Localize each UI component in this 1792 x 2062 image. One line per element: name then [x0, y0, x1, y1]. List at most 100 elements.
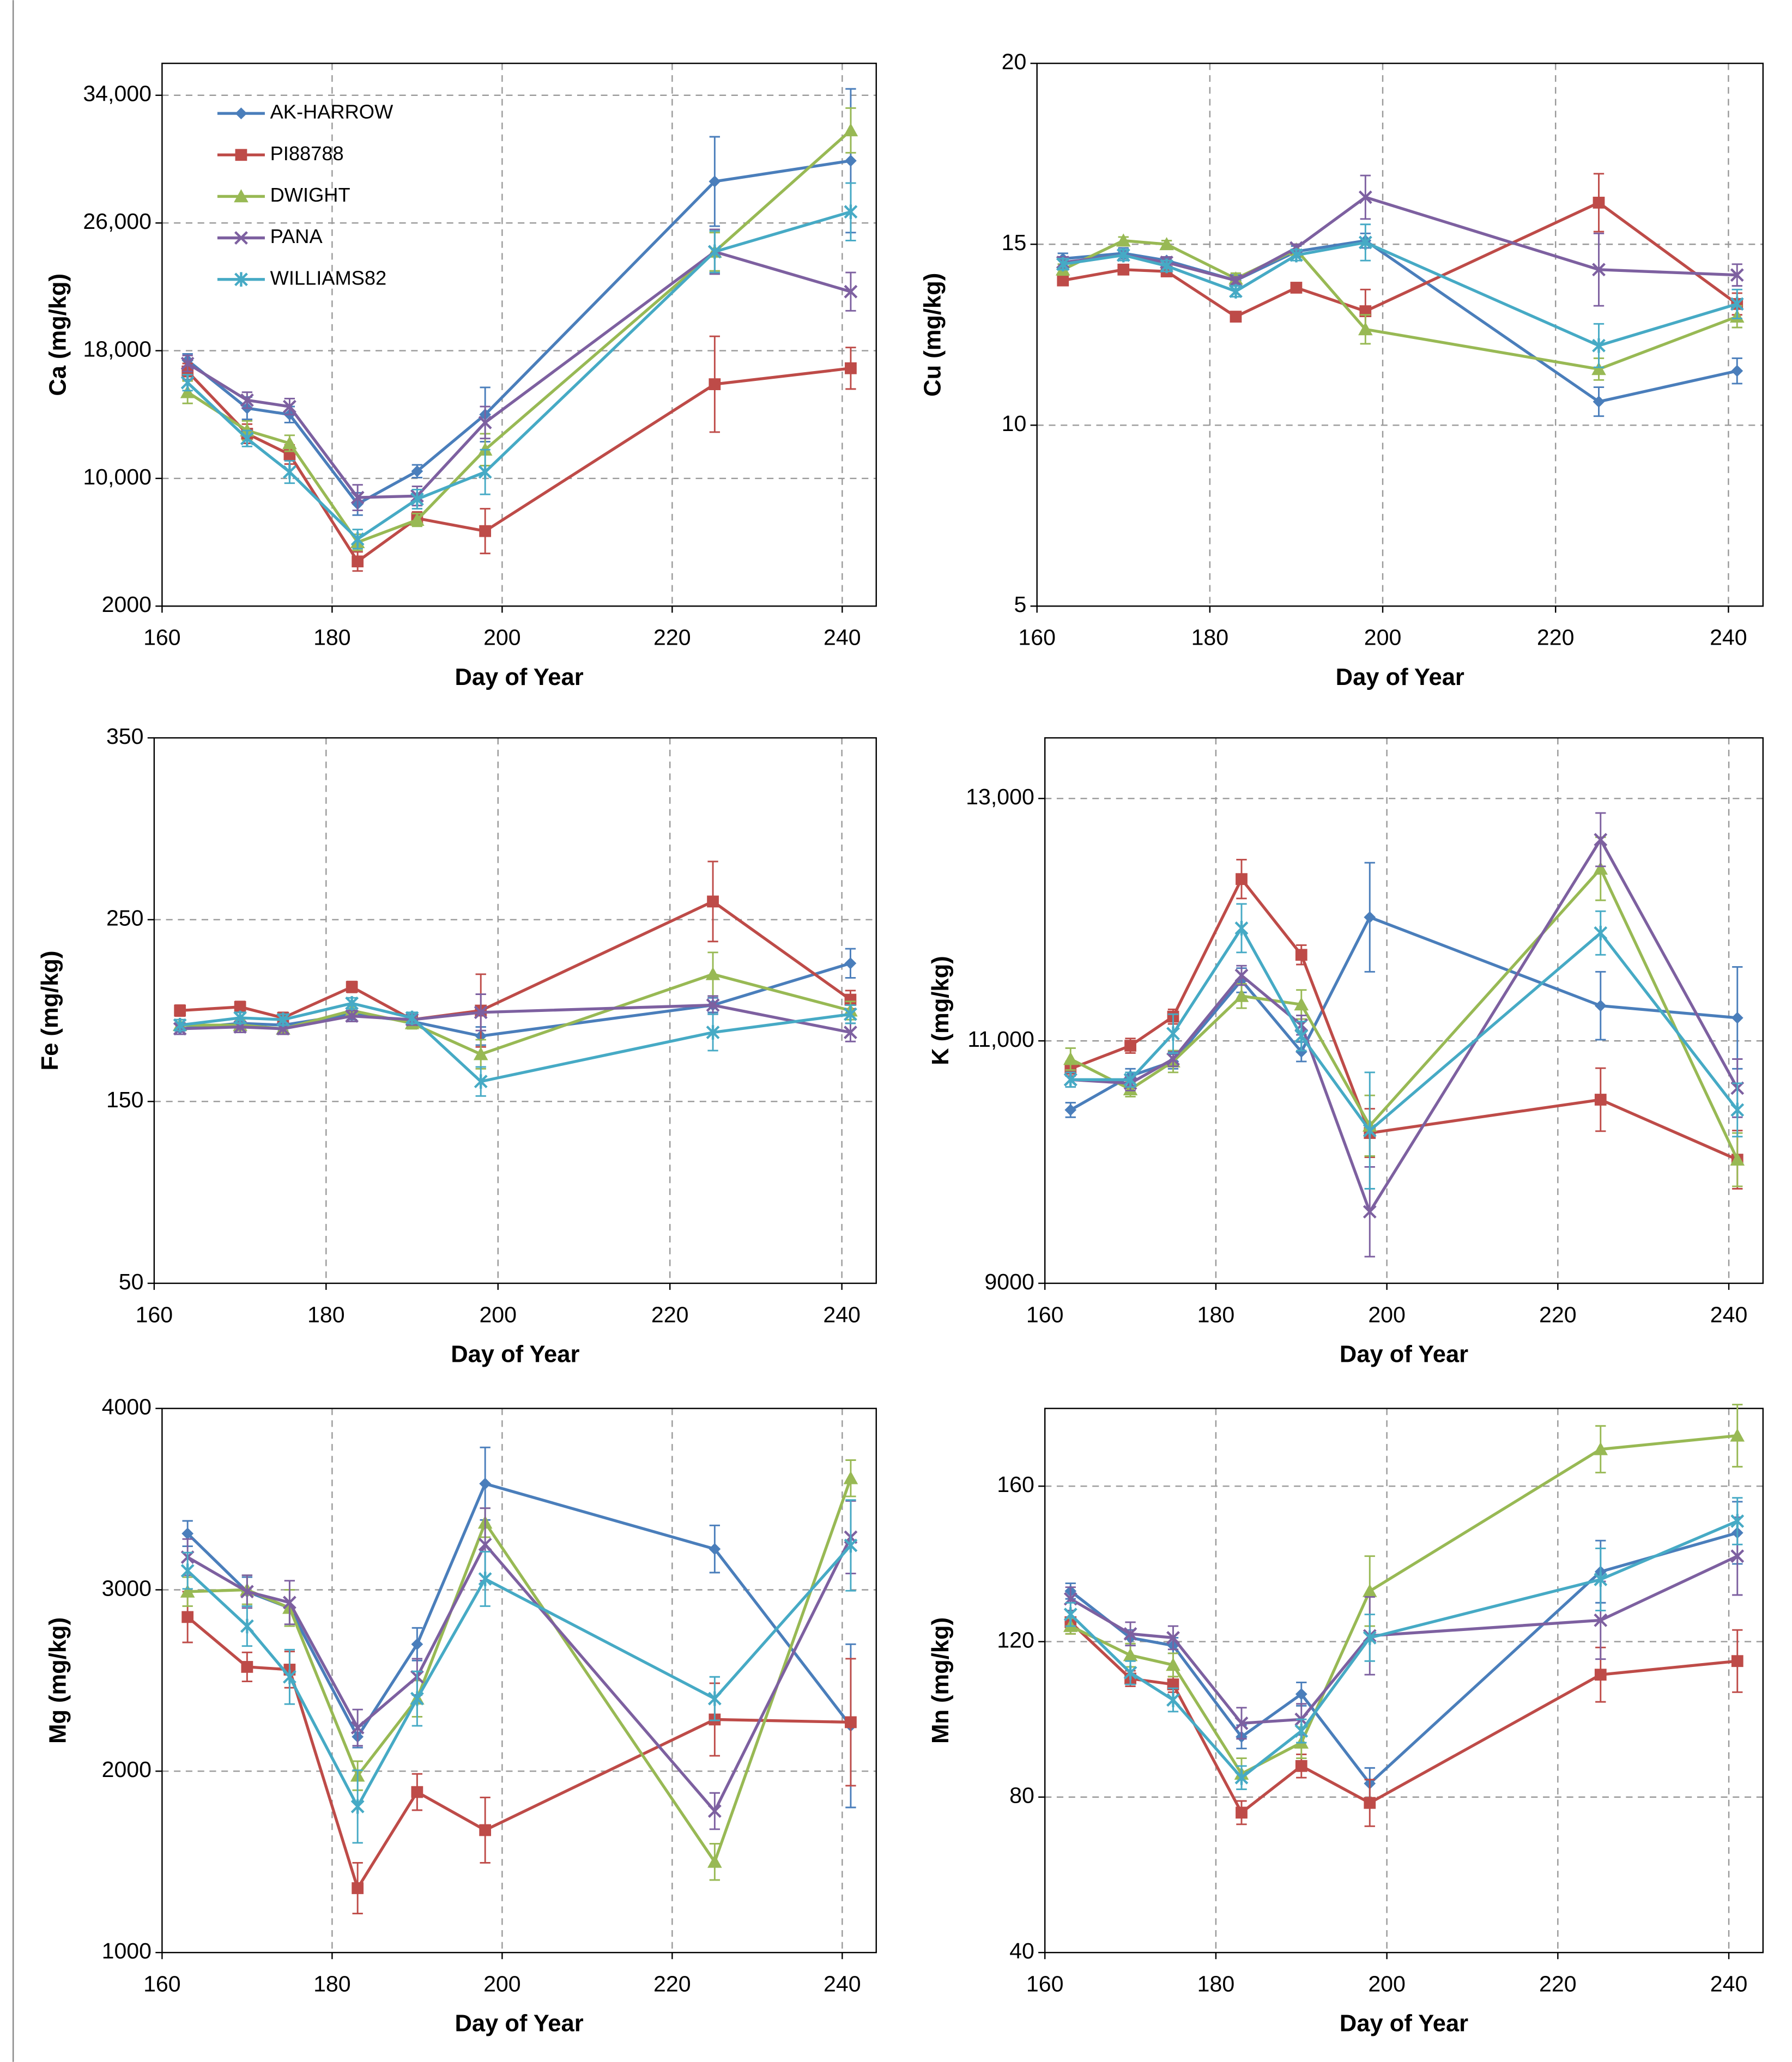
marker	[240, 1585, 254, 1599]
marker	[1234, 1770, 1249, 1785]
marker	[180, 1584, 195, 1598]
y-tick-label: 9000	[984, 1269, 1034, 1294]
y-tick-label: 160	[997, 1472, 1034, 1497]
marker	[844, 1538, 858, 1553]
y-tick-label: 10,000	[83, 464, 152, 489]
marker	[1362, 1584, 1377, 1597]
y-tick-label: 26,000	[83, 209, 152, 234]
marker	[707, 1691, 722, 1706]
y-tick-label: 50	[119, 1269, 144, 1294]
x-tick-label: 160	[143, 1971, 181, 1996]
marker	[844, 204, 858, 219]
marker	[174, 1004, 186, 1017]
legend-label: DWIGHT	[270, 184, 350, 206]
marker	[1230, 311, 1242, 323]
marker	[1593, 1442, 1608, 1455]
marker	[1593, 396, 1605, 408]
series-line	[1069, 1520, 1738, 1780]
marker	[1364, 911, 1376, 924]
marker	[1166, 1026, 1180, 1041]
marker	[1056, 257, 1070, 272]
x-tick-label: 180	[1197, 1302, 1235, 1327]
marker	[410, 1691, 424, 1706]
y-tick-label: 250	[106, 906, 144, 931]
x-tick-label: 160	[136, 1302, 173, 1327]
marker	[1234, 968, 1249, 983]
x-axis-title: Day of Year	[455, 664, 583, 690]
marker	[282, 1669, 296, 1684]
marker	[1289, 247, 1303, 263]
marker	[241, 1661, 253, 1673]
plot-frame	[161, 63, 877, 607]
x-tick-label: 200	[1368, 1302, 1406, 1327]
marker	[479, 1824, 492, 1836]
marker	[1593, 197, 1605, 209]
plot-frame	[1044, 737, 1764, 1284]
x-tick-label: 180	[307, 1302, 345, 1327]
x-tick-label: 240	[1710, 1302, 1748, 1327]
series-line	[1063, 239, 1737, 403]
marker	[173, 1017, 187, 1033]
plot-frame	[161, 1408, 877, 1954]
y-tick-label: 80	[1009, 1783, 1034, 1808]
series-line	[186, 367, 851, 564]
marker	[478, 1537, 492, 1551]
marker	[240, 431, 254, 446]
marker	[1730, 1514, 1745, 1529]
marker	[1229, 274, 1243, 288]
marker	[1594, 1572, 1608, 1587]
marker	[1160, 258, 1173, 274]
marker	[707, 1854, 722, 1868]
x-axis-title: Day of Year	[1340, 2011, 1468, 2037]
marker	[1116, 233, 1131, 247]
series-line	[1069, 1621, 1738, 1815]
marker	[345, 996, 359, 1011]
marker	[1731, 365, 1743, 377]
marker	[845, 1716, 857, 1729]
marker	[844, 993, 857, 1006]
x-tick-label: 220	[653, 625, 691, 650]
legend-label: PANA	[270, 225, 323, 247]
marker	[1730, 1428, 1745, 1442]
marker	[1363, 1205, 1377, 1219]
marker	[1594, 1613, 1608, 1627]
y-axis-title: Mg (mg/kg)	[45, 1617, 71, 1744]
marker	[709, 378, 721, 390]
series-line	[180, 900, 851, 1021]
marker	[479, 1477, 492, 1490]
marker	[709, 175, 721, 187]
marker	[235, 149, 247, 161]
marker	[1057, 274, 1069, 287]
series-line	[186, 129, 852, 544]
marker	[233, 1010, 247, 1026]
marker	[1730, 296, 1744, 312]
marker	[1358, 322, 1373, 336]
marker	[1591, 362, 1606, 375]
marker	[844, 284, 858, 299]
marker	[1117, 263, 1130, 276]
y-tick-label: 18,000	[83, 336, 152, 361]
x-axis-title: Day of Year	[455, 2011, 583, 2037]
marker	[844, 957, 857, 969]
series-line	[186, 1616, 851, 1892]
x-tick-label: 220	[1539, 1971, 1577, 1996]
marker	[1124, 1040, 1136, 1052]
marker	[350, 531, 365, 547]
y-axis-title: Mn (mg/kg)	[928, 1617, 954, 1744]
plot-frame	[1036, 63, 1764, 607]
marker	[478, 415, 492, 429]
y-tick-label: 15	[1002, 230, 1027, 255]
marker	[1731, 1011, 1743, 1024]
marker	[411, 1786, 423, 1798]
marker	[1594, 925, 1608, 941]
legend-label: WILLIAMS82	[270, 266, 387, 289]
marker	[843, 123, 858, 137]
marker	[180, 356, 195, 371]
x-tick-label: 240	[824, 1971, 861, 1996]
marker	[1594, 1094, 1607, 1106]
x-tick-label: 180	[1191, 625, 1229, 650]
marker	[1167, 1678, 1179, 1690]
marker	[1363, 1123, 1377, 1138]
x-tick-label: 240	[823, 1302, 861, 1327]
x-tick-label: 240	[1710, 625, 1747, 650]
